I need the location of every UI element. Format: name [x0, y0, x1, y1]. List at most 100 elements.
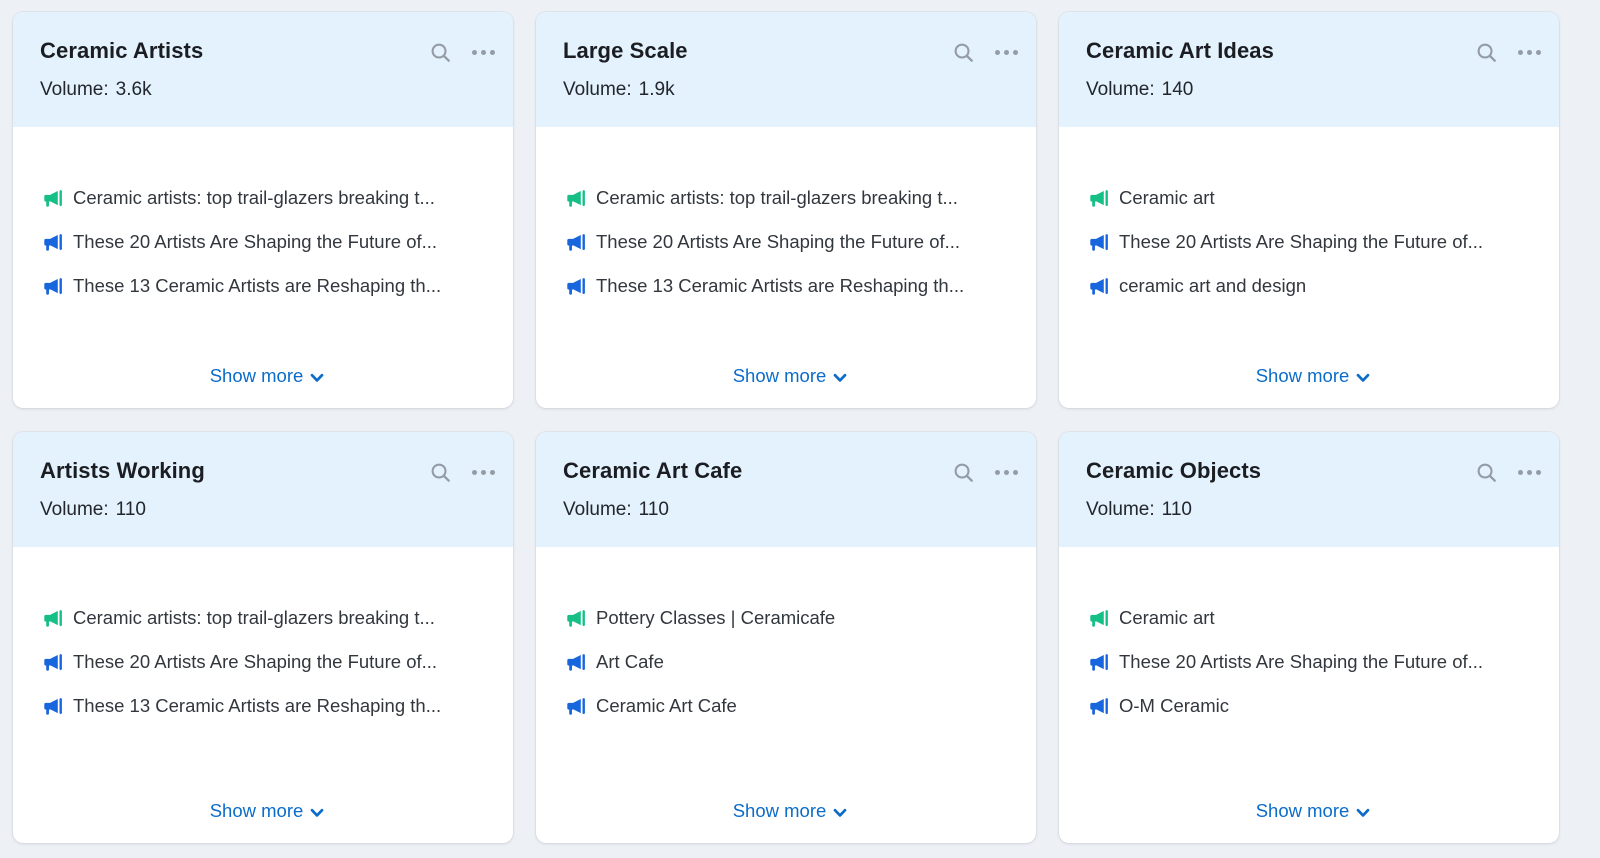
topic-card: Artists Working Volume: 110 Ceramic artis… — [13, 432, 513, 843]
volume-value: 3.6k — [115, 79, 152, 100]
show-more-label: Show more — [732, 800, 827, 821]
show-more-button[interactable]: Show more — [210, 799, 326, 823]
search-icon[interactable] — [952, 41, 975, 64]
volume-label: Volume: — [40, 79, 109, 100]
headline-item[interactable]: These 20 Artists Are Shaping the Future … — [42, 220, 493, 264]
headline-text: These 20 Artists Are Shaping the Future … — [596, 231, 961, 252]
card-header-actions — [952, 37, 1018, 64]
megaphone-icon — [42, 275, 64, 297]
ellipsis-menu-icon[interactable] — [995, 462, 1018, 484]
megaphone-icon — [42, 231, 64, 253]
headline-list: Ceramic art These 20 Artists Are Shaping… — [1088, 176, 1539, 308]
megaphone-icon — [42, 695, 64, 717]
search-icon[interactable] — [429, 41, 452, 64]
volume-value: 140 — [1161, 79, 1194, 100]
headline-item[interactable]: Ceramic Art Cafe — [565, 684, 1016, 728]
card-header: Ceramic Artists Volume: 3.6k — [13, 12, 513, 127]
ellipsis-menu-icon[interactable] — [1518, 42, 1541, 64]
volume-row: Volume: 110 — [40, 499, 495, 521]
chevron-down-icon — [832, 367, 848, 386]
card-header: Artists Working Volume: 110 — [13, 432, 513, 547]
card-body: Ceramic artists: top trail-glazers break… — [13, 547, 513, 843]
search-icon[interactable] — [1475, 41, 1498, 64]
headline-item[interactable]: These 20 Artists Are Shaping the Future … — [42, 640, 493, 684]
headline-item[interactable]: Ceramic artists: top trail-glazers break… — [565, 176, 1016, 220]
headline-item[interactable]: Ceramic artists: top trail-glazers break… — [42, 596, 493, 640]
headline-item[interactable]: Art Cafe — [565, 640, 1016, 684]
show-more-button[interactable]: Show more — [1256, 799, 1372, 823]
headline-list: Ceramic artists: top trail-glazers break… — [42, 596, 493, 728]
headline-item[interactable]: These 20 Artists Are Shaping the Future … — [1088, 640, 1539, 684]
volume-label: Volume: — [563, 499, 632, 520]
headline-item[interactable]: These 20 Artists Are Shaping the Future … — [565, 220, 1016, 264]
volume-row: Volume: 3.6k — [40, 79, 495, 101]
volume-row: Volume: 110 — [1086, 499, 1541, 521]
show-more-label: Show more — [732, 365, 827, 386]
headline-text: ceramic art and design — [1119, 275, 1307, 296]
headline-text: Ceramic artists: top trail-glazers break… — [73, 607, 435, 628]
ellipsis-menu-icon[interactable] — [472, 42, 495, 64]
headline-text: Art Cafe — [596, 651, 664, 672]
chevron-down-icon — [309, 367, 325, 386]
headline-item[interactable]: These 13 Ceramic Artists are Reshaping t… — [42, 684, 493, 728]
volume-value: 110 — [638, 499, 669, 520]
ellipsis-menu-icon[interactable] — [1518, 462, 1541, 484]
show-more-button[interactable]: Show more — [1256, 364, 1372, 388]
megaphone-icon — [565, 275, 587, 297]
chevron-down-icon — [309, 802, 325, 821]
headline-text: Ceramic artists: top trail-glazers break… — [596, 187, 958, 208]
show-more-button[interactable]: Show more — [210, 364, 326, 388]
megaphone-icon — [1088, 695, 1110, 717]
ellipsis-menu-icon[interactable] — [472, 462, 495, 484]
show-more-label: Show more — [209, 800, 304, 821]
megaphone-icon — [565, 231, 587, 253]
volume-row: Volume: 1.9k — [563, 79, 1018, 101]
volume-row: Volume: 140 — [1086, 79, 1541, 101]
card-header-actions — [429, 457, 495, 484]
megaphone-icon — [42, 651, 64, 673]
megaphone-icon — [42, 187, 64, 209]
card-title: Ceramic Art Ideas — [1086, 38, 1274, 63]
volume-value: 1.9k — [638, 79, 675, 100]
card-header-actions — [429, 37, 495, 64]
topic-card: Ceramic Objects Volume: 110 Ceramic art T… — [1059, 432, 1559, 843]
show-more-button[interactable]: Show more — [733, 364, 849, 388]
headline-item[interactable]: These 13 Ceramic Artists are Reshaping t… — [42, 264, 493, 308]
headline-text: These 20 Artists Are Shaping the Future … — [1119, 231, 1484, 252]
show-more-label: Show more — [1255, 365, 1350, 386]
headline-text: O-M Ceramic — [1119, 695, 1229, 716]
megaphone-icon — [1088, 275, 1110, 297]
headline-item[interactable]: These 20 Artists Are Shaping the Future … — [1088, 220, 1539, 264]
megaphone-icon — [565, 187, 587, 209]
volume-label: Volume: — [563, 79, 632, 100]
search-icon[interactable] — [429, 461, 452, 484]
headline-item[interactable]: Ceramic artists: top trail-glazers break… — [42, 176, 493, 220]
show-more-button[interactable]: Show more — [733, 799, 849, 823]
megaphone-icon — [565, 651, 587, 673]
ellipsis-menu-icon[interactable] — [995, 42, 1018, 64]
card-title: Large Scale — [563, 38, 688, 63]
card-header: Ceramic Art Ideas Volume: 140 — [1059, 12, 1559, 127]
headline-item[interactable]: Ceramic art — [1088, 596, 1539, 640]
card-body: Ceramic art These 20 Artists Are Shaping… — [1059, 127, 1559, 408]
card-body: Ceramic artists: top trail-glazers break… — [13, 127, 513, 408]
volume-row: Volume: 110 — [563, 499, 1018, 521]
card-title: Artists Working — [40, 458, 205, 483]
headline-text: These 13 Ceramic Artists are Reshaping t… — [73, 695, 442, 716]
card-body: Ceramic artists: top trail-glazers break… — [536, 127, 1036, 408]
search-icon[interactable] — [1475, 461, 1498, 484]
card-body: Ceramic art These 20 Artists Are Shaping… — [1059, 547, 1559, 843]
headline-item[interactable]: O-M Ceramic — [1088, 684, 1539, 728]
megaphone-icon — [1088, 187, 1110, 209]
headline-item[interactable]: These 13 Ceramic Artists are Reshaping t… — [565, 264, 1016, 308]
search-icon[interactable] — [952, 461, 975, 484]
card-header-actions — [1475, 37, 1541, 64]
headline-item[interactable]: Ceramic art — [1088, 176, 1539, 220]
topic-card: Ceramic Art Ideas Volume: 140 Ceramic art… — [1059, 12, 1559, 408]
headline-text: Ceramic artists: top trail-glazers break… — [73, 187, 435, 208]
headline-list: Ceramic artists: top trail-glazers break… — [565, 176, 1016, 308]
headline-item[interactable]: ceramic art and design — [1088, 264, 1539, 308]
megaphone-icon — [1088, 231, 1110, 253]
headline-item[interactable]: Pottery Classes | Ceramicafe — [565, 596, 1016, 640]
